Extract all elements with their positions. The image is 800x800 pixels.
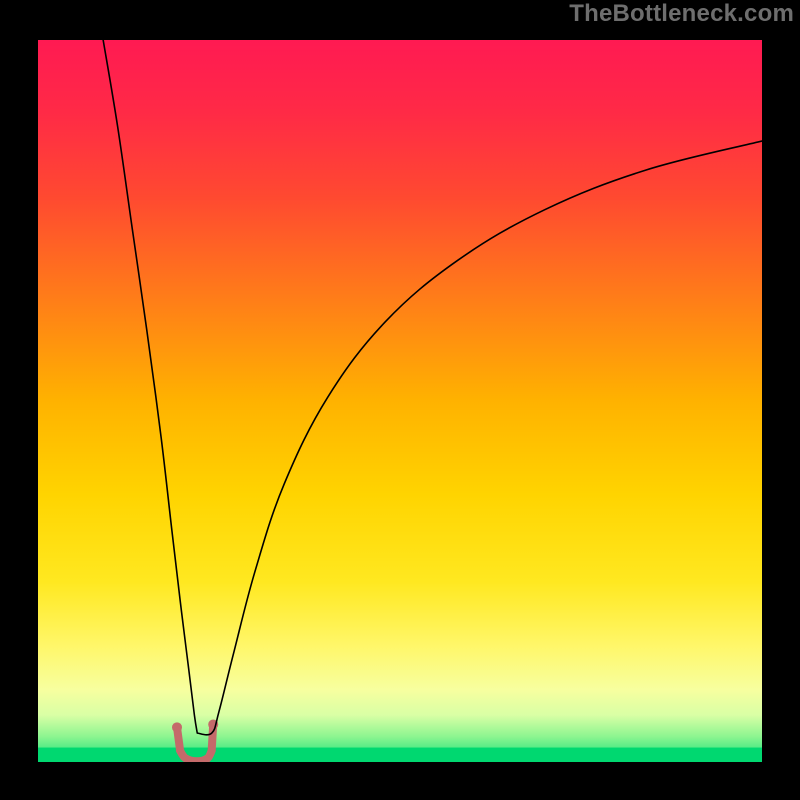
chart-svg	[38, 40, 762, 762]
marker-dot	[172, 722, 182, 732]
figure-root: TheBottleneck.com	[0, 0, 800, 800]
bottleneck-curve	[103, 40, 762, 735]
green-baseline-band	[38, 748, 762, 762]
watermark-text: TheBottleneck.com	[569, 0, 794, 28]
plot-area	[38, 40, 762, 762]
